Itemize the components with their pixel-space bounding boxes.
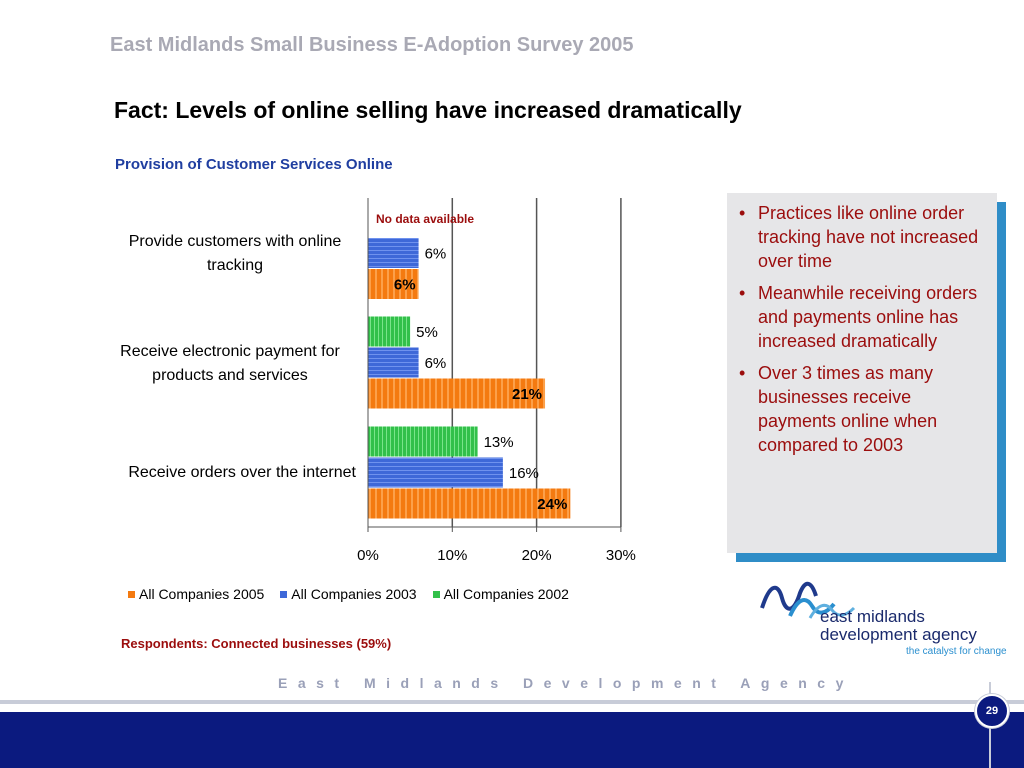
legend-label: All Companies 2003 (291, 586, 417, 602)
logo-name-line2: development agency (820, 625, 977, 644)
footer-divider (0, 700, 1024, 704)
bar-all-companies-2002 (368, 426, 478, 457)
legend-label: All Companies 2002 (443, 586, 569, 602)
logo-tagline: the catalyst for change (906, 646, 1007, 657)
x-tick-label: 10% (437, 547, 467, 564)
data-label: 6% (394, 277, 416, 294)
legend-item: All Companies 2003 (280, 586, 417, 602)
note-item: • Practices like online order tracking ha… (735, 201, 987, 273)
logo-name: east midlands development agency (820, 608, 977, 644)
legend-label: All Companies 2005 (139, 586, 265, 602)
survey-title: East Midlands Small Business E-Adoption … (110, 34, 634, 56)
bullet-icon: • (739, 363, 746, 383)
bar-all-companies-2003 (368, 457, 503, 488)
data-label: 21% (512, 386, 542, 403)
wave-logo-icon (760, 581, 856, 619)
data-label: 13% (484, 434, 514, 451)
respondents-note: Respondents: Connected businesses (59%) (121, 636, 392, 651)
bar-chart: 6% 6% 5% 6% 21% 13% 16% 24% 0% 10% 20% 30% (357, 198, 636, 564)
legend-item: All Companies 2002 (432, 586, 569, 602)
legend-swatch-green (432, 590, 440, 598)
bar-all-companies-2002 (368, 316, 411, 347)
legend-swatch-orange (128, 590, 135, 598)
data-label: 16% (509, 465, 539, 482)
x-tick-label: 20% (522, 547, 552, 564)
emda-logo: east midlands development agency the cat… (760, 578, 1010, 660)
notes-box: • Practices like online order tracking ha… (727, 193, 997, 553)
page-number: 29 (975, 694, 1009, 728)
footer-agency: East Midlands Development Agency (278, 675, 854, 691)
legend-item: All Companies 2005 (128, 586, 264, 602)
chart-title: Provision of Customer Services Online (115, 156, 393, 173)
note-text: Meanwhile receiving orders and payments … (758, 283, 978, 351)
chart-legend: All Companies 2005 All Companies 2003 Al… (128, 586, 569, 602)
chart-annotation: No data available (376, 212, 475, 226)
x-tick-label: 0% (357, 547, 379, 564)
category-label: Provide customers with online tracking (128, 233, 342, 274)
bullet-icon: • (739, 203, 746, 223)
category-label: Receive orders over the internet (128, 464, 356, 481)
note-text: Over 3 times as many businesses receive … (758, 363, 938, 455)
bar-all-companies-2005 (368, 269, 419, 299)
note-item: • Over 3 times as many businesses receive… (735, 361, 987, 457)
bar-all-companies-2003 (368, 347, 419, 378)
bar-all-companies-2003 (368, 238, 419, 268)
logo-name-line1: east midlands (820, 607, 925, 626)
notes-list: • Practices like online order tracking ha… (735, 201, 987, 457)
bullet-icon: • (739, 283, 746, 303)
bar-all-companies-2005 (368, 378, 546, 409)
data-label: 5% (416, 324, 438, 341)
footer-band (0, 712, 1024, 768)
note-text: Practices like online order tracking hav… (758, 203, 979, 271)
data-label: 6% (425, 246, 447, 263)
x-tick-label: 30% (606, 547, 636, 564)
note-item: • Meanwhile receiving orders and payments… (735, 281, 987, 353)
data-label: 24% (537, 496, 567, 513)
data-label: 6% (425, 355, 447, 372)
bar-all-companies-2005 (368, 488, 571, 519)
legend-swatch-blue (280, 590, 288, 598)
page-title: Fact: Levels of online selling have incr… (114, 97, 742, 123)
category-label: Receive electronic payment for products … (120, 343, 340, 384)
